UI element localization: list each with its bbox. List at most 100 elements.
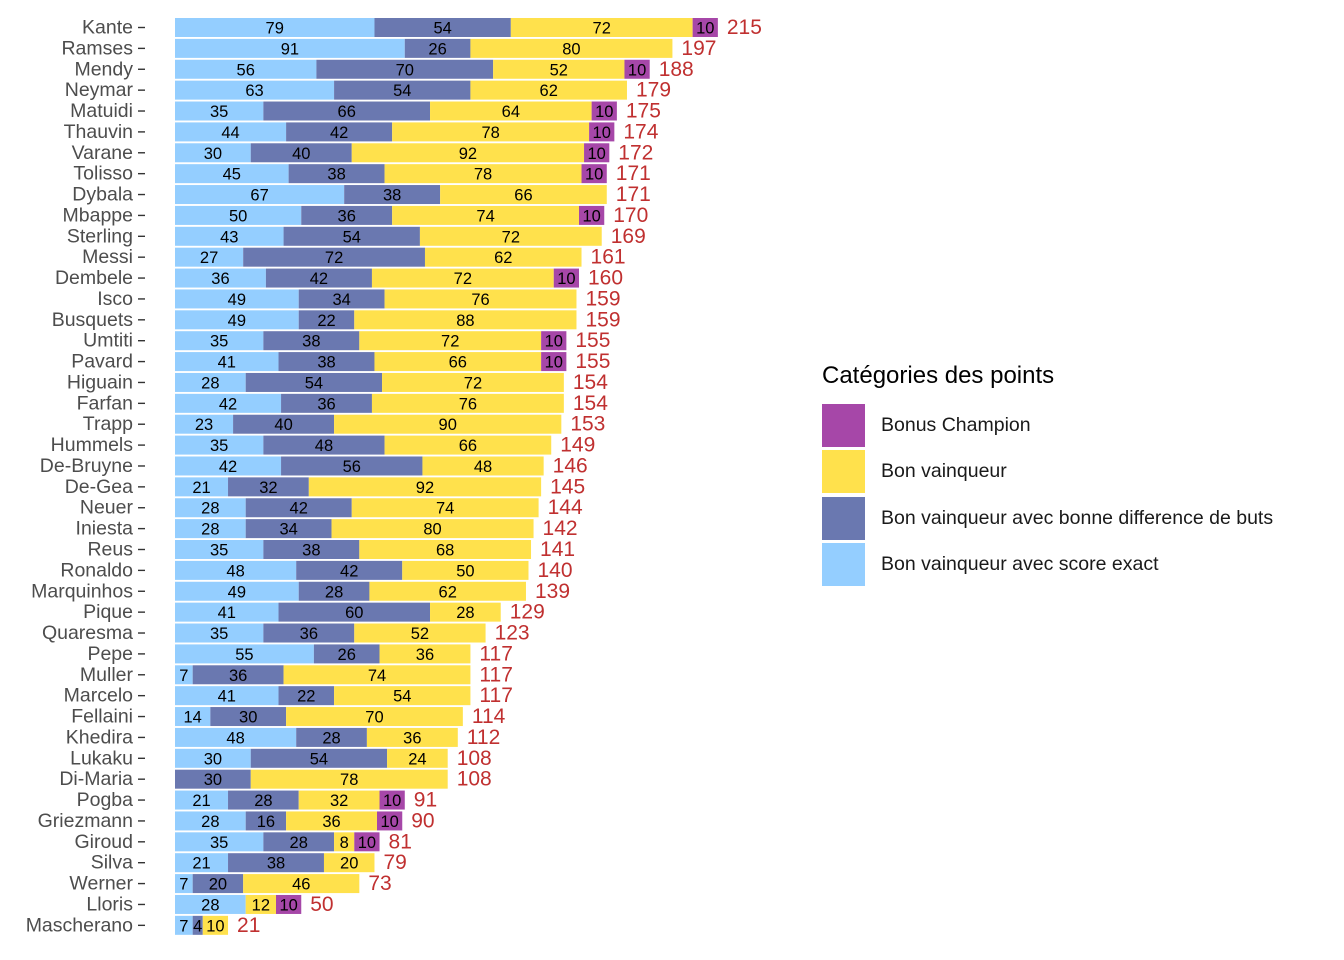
y-tick-label: Giroud bbox=[74, 831, 133, 853]
total-label: 50 bbox=[310, 893, 333, 916]
bar-value-label: 66 bbox=[338, 103, 356, 121]
total-label: 155 bbox=[575, 329, 610, 352]
bar-segment bbox=[245, 372, 383, 392]
total-label: 170 bbox=[613, 204, 648, 227]
bar-value-label: 30 bbox=[239, 709, 257, 727]
bar-segment bbox=[354, 310, 577, 330]
bar-value-label: 38 bbox=[317, 354, 335, 372]
legend-title: Catégories des points bbox=[822, 362, 1055, 389]
bar-value-label: 78 bbox=[481, 124, 499, 142]
y-tick-label: Umtiti bbox=[83, 330, 133, 352]
total-label: 108 bbox=[457, 768, 492, 791]
bar-segment bbox=[286, 122, 393, 142]
y-tick-label: Werner bbox=[69, 873, 133, 895]
bar-value-label: 48 bbox=[226, 729, 244, 747]
legend-key-bon-vainqueur bbox=[822, 450, 865, 494]
bar-value-label: 35 bbox=[210, 437, 228, 455]
y-tick-label: Neuer bbox=[80, 497, 134, 519]
bar-segment bbox=[263, 832, 335, 852]
bar-segment bbox=[288, 164, 385, 184]
bar-segment bbox=[402, 560, 529, 580]
bar-segment bbox=[392, 122, 590, 142]
legend-item-bonne-difference: Bon vainqueur avec bonne difference de b… bbox=[822, 495, 1273, 542]
bar-segment bbox=[382, 372, 564, 392]
bar-value-label: 78 bbox=[340, 771, 358, 789]
bar-segment bbox=[283, 226, 420, 246]
total-label: 159 bbox=[585, 308, 620, 331]
bar-segment bbox=[493, 59, 625, 79]
y-tick-label: Mbappe bbox=[63, 204, 133, 226]
bar-value-label: 10 bbox=[595, 103, 613, 121]
y-tick-label: Busquets bbox=[52, 309, 134, 331]
bar-value-label: 28 bbox=[201, 500, 219, 518]
y-tick-label: Trapp bbox=[83, 413, 133, 435]
total-label: 149 bbox=[560, 434, 595, 457]
legend-item-bonus-champion: Bonus Champion bbox=[822, 402, 1273, 449]
bar-segment bbox=[175, 665, 193, 685]
bar-value-label: 45 bbox=[223, 166, 241, 184]
bar-segment bbox=[286, 707, 463, 727]
total-label: 21 bbox=[237, 914, 260, 937]
total-label: 114 bbox=[472, 705, 506, 728]
bar-segment bbox=[175, 226, 284, 246]
bar-segment bbox=[359, 331, 542, 351]
bar-segment bbox=[374, 18, 511, 37]
total-label: 172 bbox=[618, 141, 653, 164]
bar-value-label: 38 bbox=[267, 855, 285, 873]
bar-value-label: 21 bbox=[192, 479, 210, 497]
bar-value-label: 32 bbox=[330, 792, 348, 810]
bar-value-label: 8 bbox=[340, 834, 349, 852]
bar-value-label: 54 bbox=[343, 228, 361, 246]
bar-segment bbox=[175, 602, 279, 622]
bar-segment bbox=[374, 352, 542, 372]
bar-segment bbox=[245, 811, 287, 831]
bar-segment bbox=[359, 540, 532, 559]
bar-segment bbox=[175, 164, 289, 184]
total-label: 140 bbox=[538, 559, 573, 582]
bar-segment bbox=[175, 247, 244, 267]
total-label: 169 bbox=[611, 225, 646, 248]
legend-key-score-exact bbox=[822, 543, 865, 587]
bar-value-label: 54 bbox=[433, 20, 451, 38]
total-label: 91 bbox=[414, 789, 437, 812]
bar-value-label: 10 bbox=[279, 896, 297, 914]
bar-segment bbox=[371, 268, 554, 288]
bar-value-label: 72 bbox=[325, 249, 343, 267]
legend-label: Bon vainqueur bbox=[881, 460, 1007, 483]
bar-segment bbox=[541, 352, 567, 372]
bar-value-label: 76 bbox=[471, 291, 489, 309]
bar-value-label: 30 bbox=[204, 145, 222, 163]
bar-value-label: 36 bbox=[211, 270, 229, 288]
bar-segment bbox=[243, 874, 360, 894]
legend-item-score-exact: Bon vainqueur avec score exact bbox=[822, 542, 1273, 589]
bar-segment bbox=[175, 268, 266, 288]
bar-segment bbox=[278, 686, 335, 706]
y-tick-label: Pepe bbox=[87, 643, 133, 665]
bar-segment bbox=[384, 289, 577, 309]
bar-value-label: 22 bbox=[317, 312, 335, 330]
y-tick-label: Isco bbox=[97, 288, 133, 310]
total-label: 215 bbox=[727, 16, 762, 39]
bar-value-label: 35 bbox=[210, 103, 228, 121]
y-tick-label: Lukaku bbox=[70, 747, 133, 769]
bar-segment bbox=[175, 352, 279, 372]
total-label: 155 bbox=[575, 350, 610, 373]
bar-value-label: 62 bbox=[494, 249, 512, 267]
bar-value-label: 28 bbox=[201, 521, 219, 539]
bar-segment bbox=[228, 477, 309, 497]
bar-value-label: 28 bbox=[254, 792, 272, 810]
y-tick-label: Pavard bbox=[71, 351, 133, 373]
legend-key-bonne-difference bbox=[822, 496, 865, 540]
bar-segment bbox=[298, 310, 355, 330]
total-label: 171 bbox=[616, 162, 651, 185]
bar-value-label: 55 bbox=[235, 646, 253, 664]
bar-segment bbox=[404, 38, 471, 58]
bar-segment bbox=[298, 581, 370, 601]
bar-segment bbox=[470, 38, 673, 58]
bar-segment bbox=[175, 143, 251, 163]
total-label: 179 bbox=[636, 79, 671, 102]
bar-segment bbox=[175, 310, 299, 330]
bar-segment bbox=[589, 122, 615, 142]
bar-segment bbox=[192, 665, 284, 685]
